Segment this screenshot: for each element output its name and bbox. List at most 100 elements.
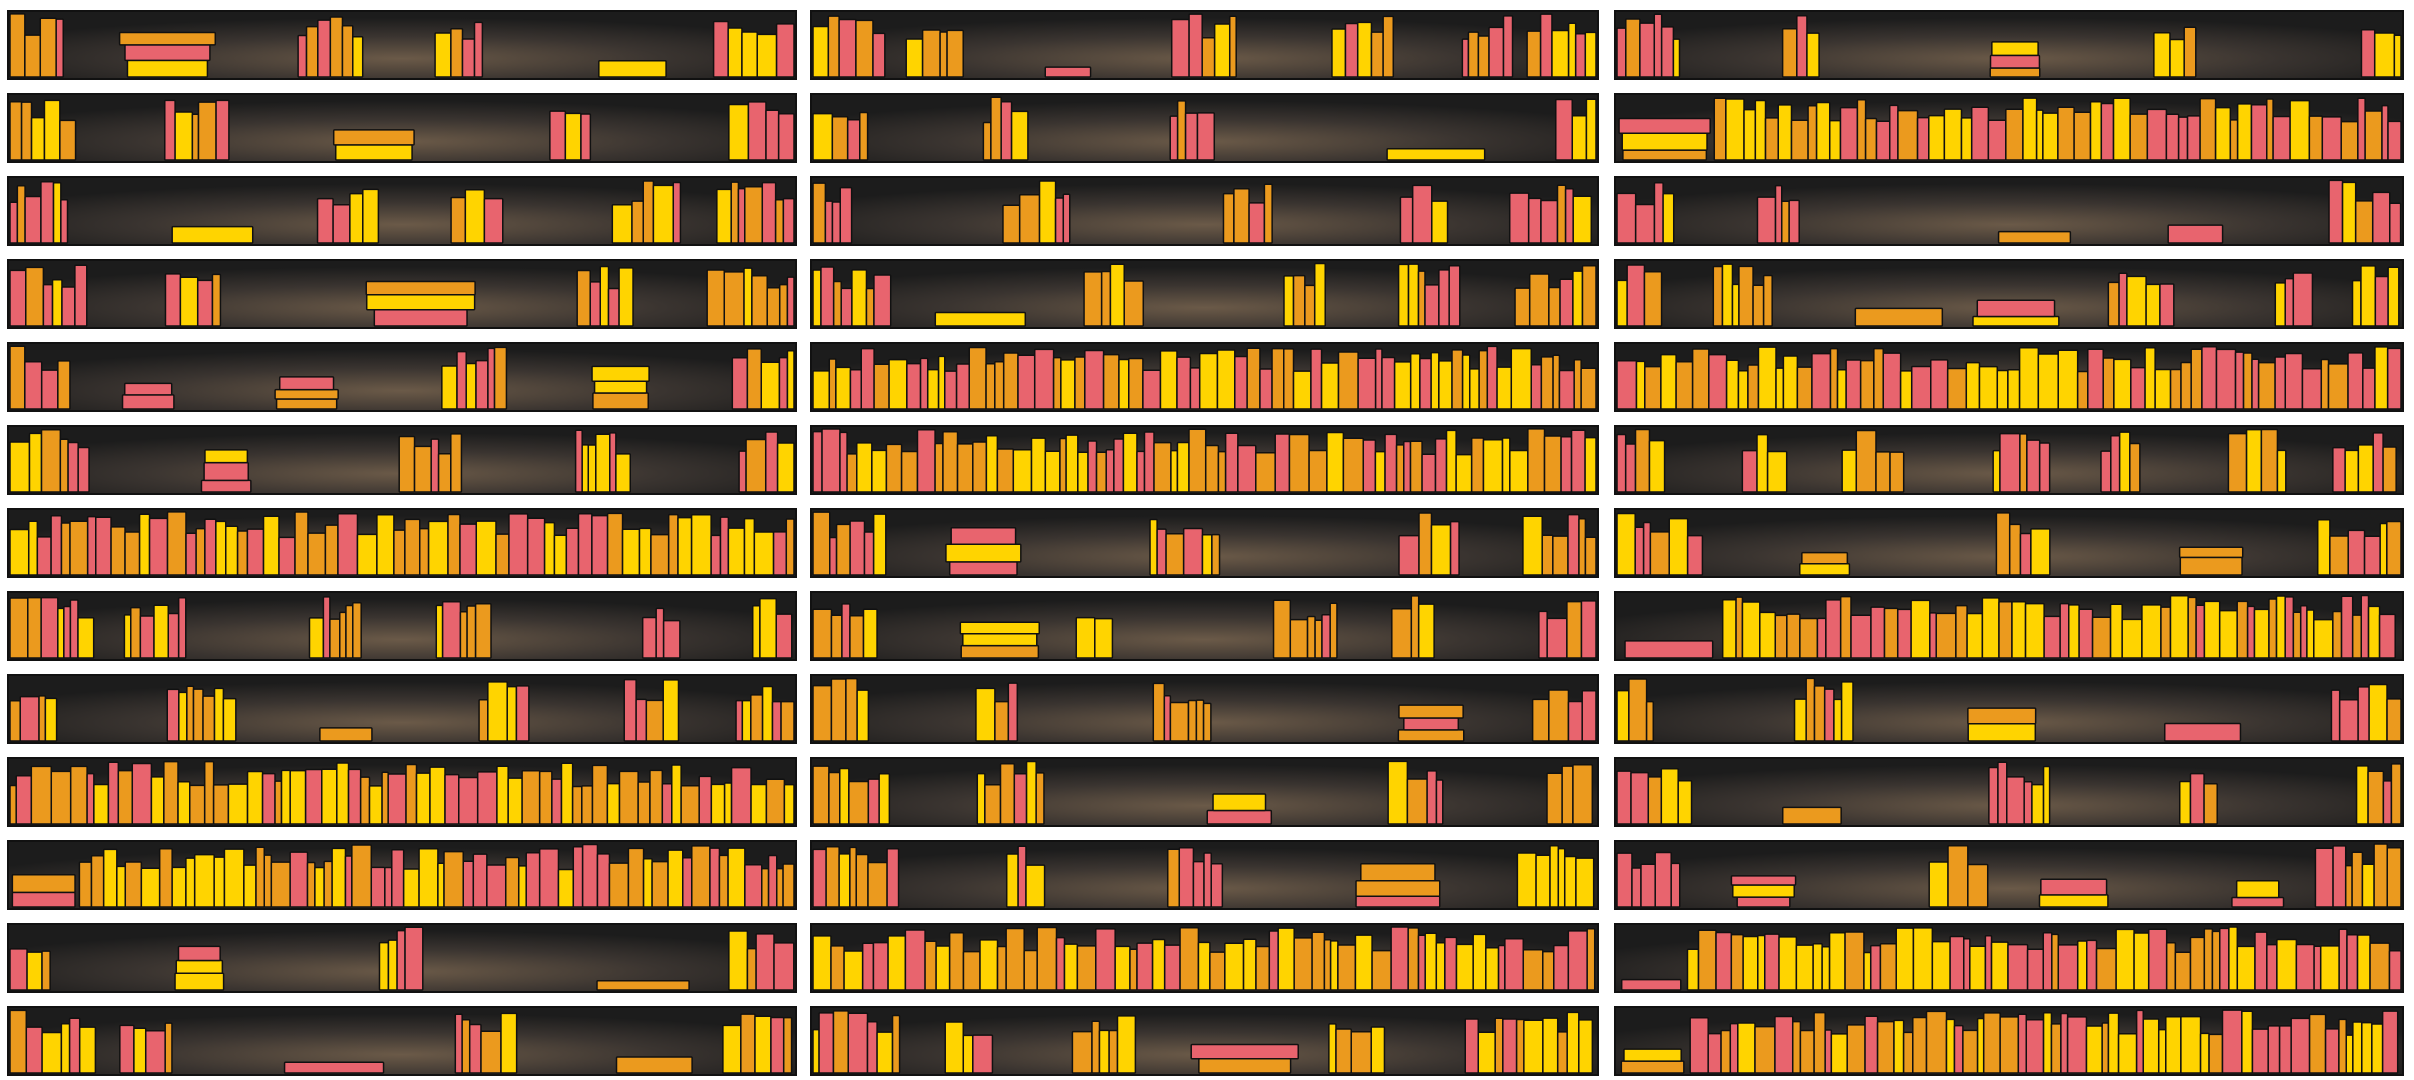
shelf — [7, 1006, 797, 1076]
book — [759, 597, 777, 659]
book — [1821, 946, 1831, 991]
book — [888, 358, 908, 410]
book — [1955, 604, 1968, 659]
book — [2095, 947, 2117, 991]
book — [1397, 263, 1410, 327]
book — [1988, 766, 1999, 825]
book — [821, 428, 841, 493]
book — [1095, 928, 1116, 991]
book — [86, 515, 97, 576]
book — [521, 769, 541, 825]
book — [2381, 104, 2389, 161]
book — [2260, 428, 2279, 493]
book — [775, 867, 784, 908]
book — [1136, 450, 1146, 493]
book — [2275, 595, 2286, 659]
book-stack — [962, 632, 1038, 647]
book — [1272, 599, 1292, 659]
book — [2107, 1012, 2120, 1074]
book — [1387, 760, 1409, 825]
book — [2066, 1016, 2088, 1074]
book — [1178, 847, 1195, 908]
book — [2057, 349, 2079, 410]
book — [441, 601, 462, 659]
book — [1502, 15, 1514, 78]
shelf — [1614, 840, 2404, 910]
book — [1451, 349, 1464, 410]
book — [1083, 271, 1103, 327]
book — [2330, 689, 2341, 742]
book — [1538, 610, 1548, 659]
book — [716, 188, 732, 244]
book — [1023, 949, 1038, 991]
book — [472, 853, 488, 908]
book — [885, 443, 903, 493]
book — [589, 281, 602, 327]
book — [751, 605, 761, 659]
book — [1527, 428, 1546, 493]
book — [1421, 453, 1437, 493]
book — [553, 534, 568, 576]
shelf — [810, 342, 1599, 412]
book — [831, 201, 841, 244]
book — [812, 182, 827, 244]
book — [1616, 359, 1638, 410]
book — [1645, 700, 1655, 742]
book — [2214, 106, 2232, 161]
book — [378, 941, 390, 991]
book — [549, 110, 567, 161]
book — [839, 767, 850, 825]
book — [61, 286, 76, 327]
book — [404, 926, 424, 991]
book — [812, 848, 827, 908]
book — [1896, 608, 1912, 659]
book — [1756, 433, 1769, 493]
book — [2076, 370, 2089, 410]
book — [1935, 612, 1957, 659]
book — [1382, 15, 1395, 78]
book — [851, 269, 868, 327]
book — [517, 865, 527, 908]
book — [1288, 433, 1310, 493]
book — [1780, 200, 1790, 244]
book — [324, 524, 339, 576]
book — [1549, 844, 1560, 908]
book — [1662, 192, 1675, 244]
book — [1949, 935, 1965, 991]
book — [968, 346, 987, 410]
book — [321, 768, 338, 825]
book — [820, 266, 835, 327]
book — [2187, 596, 2197, 659]
shelf — [1614, 923, 2404, 993]
book — [2386, 698, 2402, 742]
book — [1399, 196, 1414, 244]
book — [1897, 109, 1919, 161]
book — [459, 610, 468, 659]
book — [1477, 35, 1490, 78]
book — [1945, 1018, 1956, 1074]
book — [719, 516, 730, 576]
book — [2251, 358, 2260, 410]
book — [1643, 270, 1663, 327]
book — [641, 616, 657, 659]
book — [746, 348, 763, 410]
book — [849, 846, 857, 908]
book — [934, 442, 944, 493]
book — [1912, 1016, 1928, 1074]
book — [2308, 1013, 2327, 1074]
book — [904, 929, 926, 991]
book — [2338, 928, 2348, 991]
book-stack — [1801, 551, 1849, 565]
book — [15, 774, 33, 825]
book — [1998, 601, 2013, 659]
book — [1931, 940, 1951, 991]
book — [863, 531, 875, 576]
book — [2169, 594, 2189, 659]
book — [86, 772, 95, 825]
book-stack — [175, 959, 224, 974]
book — [2142, 1018, 2160, 1074]
book — [434, 32, 452, 78]
book — [1584, 536, 1597, 576]
book — [1542, 950, 1555, 991]
book — [615, 453, 632, 493]
